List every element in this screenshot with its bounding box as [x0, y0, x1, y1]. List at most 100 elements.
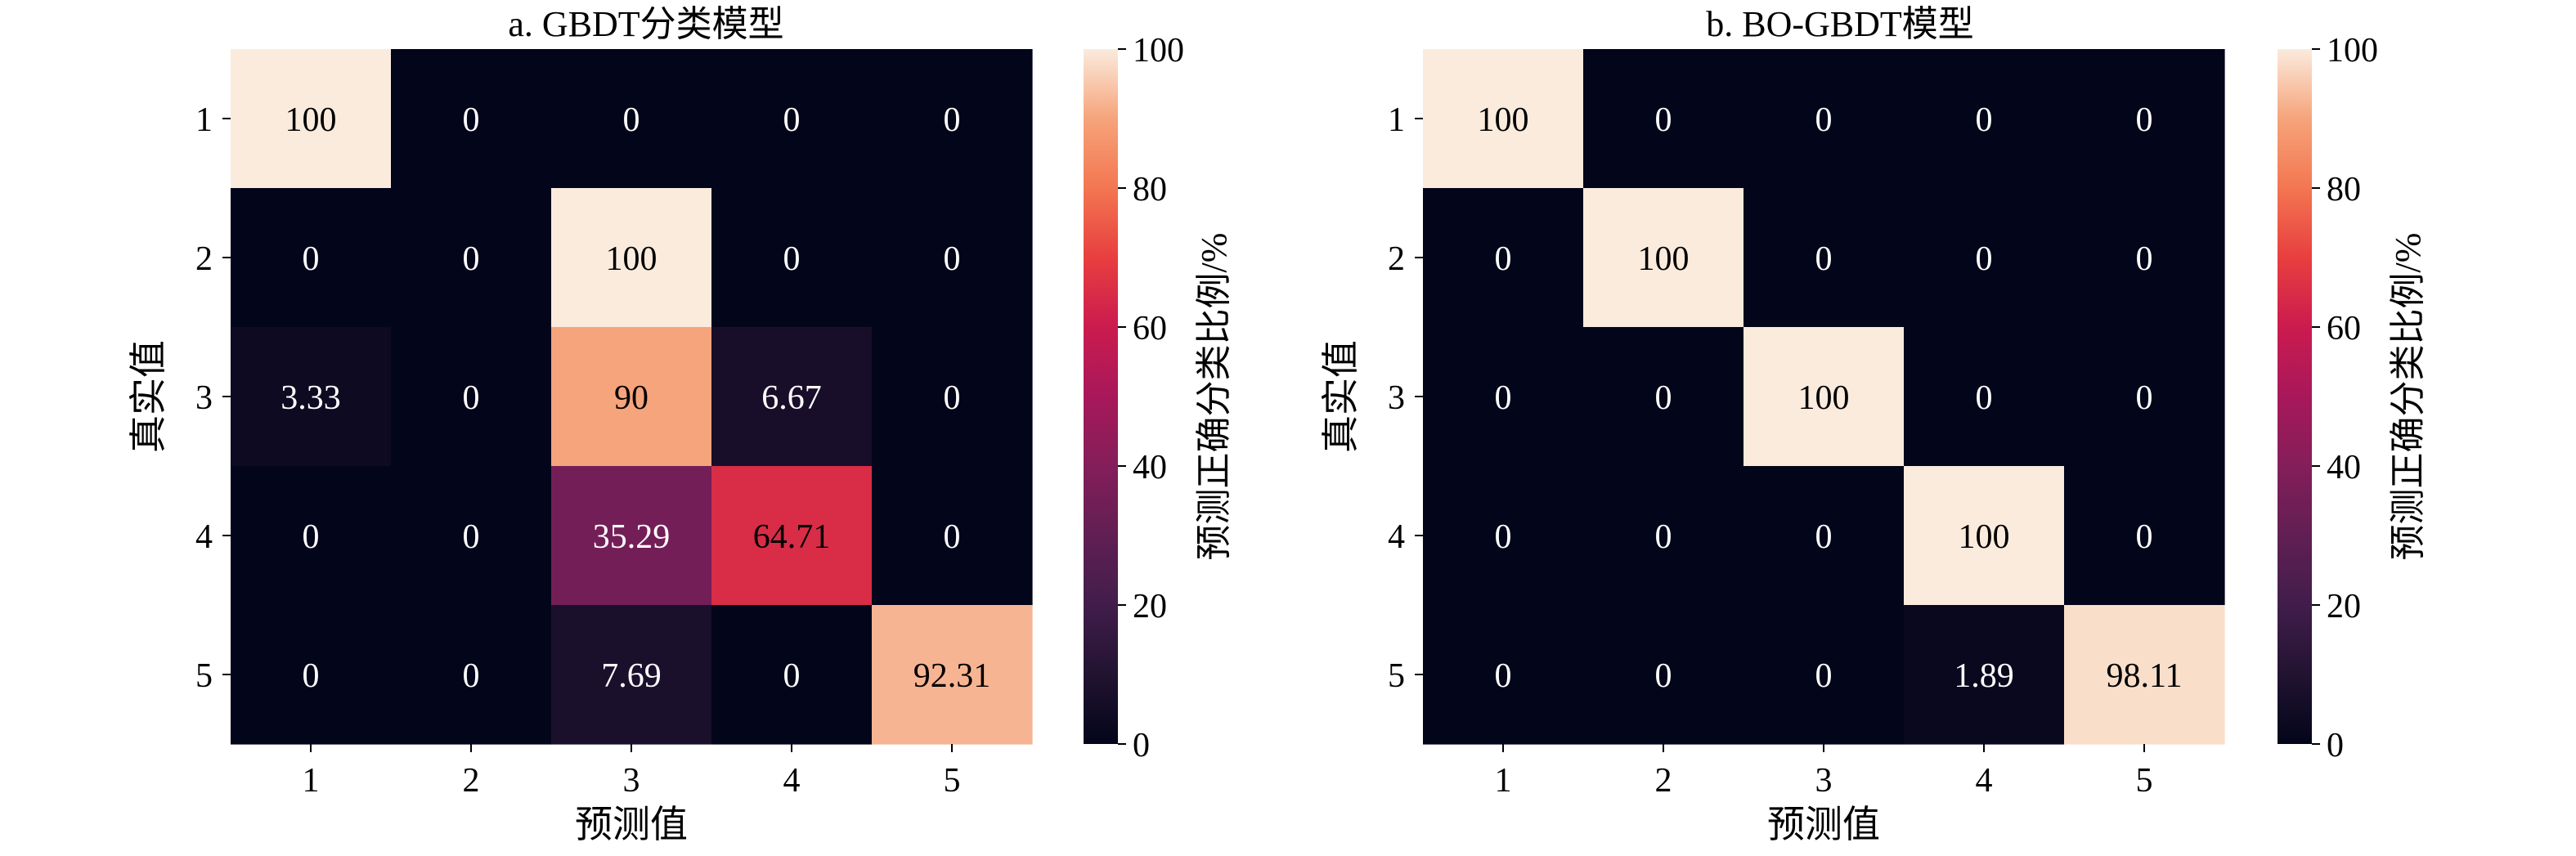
y-tick-label: 2 — [195, 240, 213, 278]
heatmap-cell — [231, 49, 392, 189]
y-tick-label: 1 — [195, 101, 213, 139]
cell-value-label: 1.89 — [1954, 657, 2014, 695]
colorbar — [2278, 49, 2312, 744]
heatmap-cell — [391, 49, 552, 189]
cell-value-label: 0 — [1655, 518, 1672, 556]
x-tick-label: 1 — [303, 762, 320, 800]
colorbar-tick-label: 0 — [2327, 727, 2344, 764]
colorbar-tick-label: 80 — [1133, 171, 1167, 208]
cell-value-label: 0 — [2136, 101, 2153, 139]
heatmap-cell — [1744, 49, 1905, 189]
colorbar-tick-label: 20 — [1133, 588, 1167, 625]
cell-value-label: 100 — [285, 101, 337, 139]
y-tick-label: 4 — [1388, 518, 1405, 556]
heatmap-cell — [1904, 188, 2065, 328]
x-axis-label: 预测值 — [1767, 804, 1880, 845]
cell-value-label: 0 — [944, 240, 961, 278]
heatmap-cell — [1583, 49, 1744, 189]
heatmap-cell — [872, 466, 1033, 606]
heatmap-cell — [551, 188, 712, 328]
colorbar-label: 预测正确分类比例/% — [2388, 233, 2428, 561]
cell-value-label: 100 — [1478, 101, 1529, 139]
heatmap-cell — [2064, 327, 2225, 467]
cell-value-label: 100 — [1798, 379, 1850, 417]
heatmap-cell — [1583, 466, 1744, 606]
heatmap-cell — [391, 188, 552, 328]
cell-value-label: 0 — [944, 379, 961, 417]
colorbar-tick-label: 0 — [1133, 727, 1150, 764]
cell-value-label: 0 — [623, 101, 640, 139]
y-tick-label: 4 — [195, 518, 213, 556]
x-tick-label: 4 — [1976, 762, 1993, 800]
x-tick-label: 2 — [1655, 762, 1672, 800]
x-tick-label: 4 — [783, 762, 801, 800]
heatmap-cell — [1423, 327, 1584, 467]
cell-value-label: 98.11 — [2107, 657, 2183, 695]
cell-value-label: 100 — [606, 240, 657, 278]
heatmap-cell — [1744, 327, 1905, 467]
cell-value-label: 0 — [1495, 518, 1512, 556]
y-tick-label: 2 — [1388, 240, 1405, 278]
heatmap-cell — [711, 188, 873, 328]
cell-value-label: 90 — [614, 379, 648, 417]
heatmap-cell — [711, 605, 873, 745]
cell-value-label: 35.29 — [593, 518, 671, 556]
heatmap-cell — [1904, 466, 2065, 606]
heatmap-cell — [231, 466, 392, 606]
panel-b-title: b. BO-GBDT模型 — [1706, 4, 1974, 44]
cell-value-label: 0 — [783, 240, 801, 278]
y-tick-label: 3 — [195, 379, 213, 417]
x-tick-label: 3 — [1815, 762, 1833, 800]
heatmap-cell — [1744, 188, 1905, 328]
cell-value-label: 0 — [1655, 657, 1672, 695]
x-tick-label: 2 — [463, 762, 480, 800]
y-axis-label: 真实值 — [128, 340, 169, 453]
heatmap-cell — [2064, 188, 2225, 328]
panel-b: b. BO-GBDT模型 100 0 0 0 0 0 100 0 0 0 0 0 100 0 0 0 0 0 100 0… — [1320, 4, 2428, 845]
cell-value-label: 0 — [463, 657, 480, 695]
heatmap-cell — [1423, 605, 1584, 745]
y-tick-label: 1 — [1388, 101, 1405, 139]
x-tick-label: 1 — [1495, 762, 1512, 800]
cell-value-label: 0 — [1815, 657, 1833, 695]
cell-value-label: 0 — [463, 101, 480, 139]
heatmap-cell — [1904, 327, 2065, 467]
panel-a-title: a. GBDT分类模型 — [508, 4, 783, 44]
heatmap-cell — [391, 327, 552, 467]
heatmap-cell — [872, 49, 1033, 189]
cell-value-label: 0 — [1976, 379, 1993, 417]
cell-value-label: 0 — [1495, 657, 1512, 695]
heatmap-cell — [711, 327, 873, 467]
heatmap-cell — [1583, 188, 1744, 328]
x-tick-label: 5 — [944, 762, 961, 800]
cell-value-label: 0 — [2136, 518, 2153, 556]
cell-value-label: 0 — [1815, 101, 1833, 139]
cell-value-label: 0 — [303, 240, 320, 278]
cell-value-label: 0 — [1815, 240, 1833, 278]
colorbar — [1084, 49, 1118, 744]
colorbar-tick-label: 100 — [2327, 32, 2378, 69]
cell-value-label: 0 — [2136, 240, 2153, 278]
colorbar-tick-label: 60 — [1133, 310, 1167, 347]
colorbar-label: 预测正确分类比例/% — [1194, 233, 1234, 561]
cell-value-label: 0 — [783, 657, 801, 695]
cell-value-label: 0 — [1976, 101, 1993, 139]
heatmap-cell — [551, 605, 712, 745]
cell-value-label: 0 — [463, 379, 480, 417]
cell-value-label: 3.33 — [280, 379, 341, 417]
heatmap-cell — [2064, 466, 2225, 606]
heatmap-cell — [1583, 605, 1744, 745]
cell-value-label: 0 — [303, 518, 320, 556]
cell-value-label: 0 — [1655, 101, 1672, 139]
cell-value-label: 0 — [1655, 379, 1672, 417]
cell-value-label: 100 — [1638, 240, 1690, 278]
y-tick-label: 5 — [195, 657, 213, 695]
heatmap-cell — [1583, 327, 1744, 467]
heatmap-cell — [872, 605, 1033, 745]
cell-value-label: 0 — [1815, 518, 1833, 556]
heatmap-cell — [391, 466, 552, 606]
heatmap-cell — [872, 327, 1033, 467]
cell-value-label: 0 — [944, 101, 961, 139]
cell-value-label: 92.31 — [913, 657, 991, 695]
